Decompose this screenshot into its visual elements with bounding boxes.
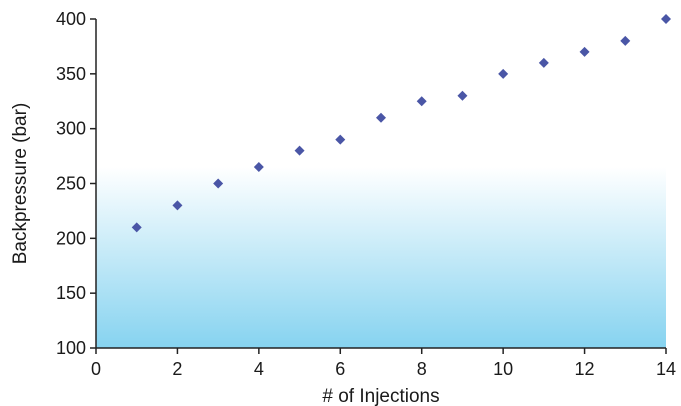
data-point — [457, 90, 468, 101]
y-axis-ticks: 100 150 200 250 300 350 400 — [56, 9, 96, 358]
y-tick-label: 350 — [56, 64, 86, 84]
plot-area — [96, 19, 666, 348]
data-point — [172, 200, 183, 211]
x-axis-ticks: 0 2 4 6 8 10 12 14 — [91, 348, 676, 379]
x-tick-label: 10 — [493, 359, 513, 379]
y-tick-label: 400 — [56, 9, 86, 29]
y-tick-label: 200 — [56, 228, 86, 248]
data-point — [498, 68, 509, 79]
data-point — [661, 14, 671, 24]
data-point — [213, 178, 224, 189]
data-point — [538, 57, 549, 68]
y-tick-label: 100 — [56, 338, 86, 358]
data-point — [620, 35, 631, 46]
x-tick-label: 12 — [575, 359, 595, 379]
y-tick-label: 300 — [56, 119, 86, 139]
x-tick-label: 4 — [254, 359, 264, 379]
data-point — [335, 134, 346, 145]
y-tick-label: 150 — [56, 283, 86, 303]
y-tick-label: 250 — [56, 174, 86, 194]
x-tick-label: 14 — [656, 359, 676, 379]
x-axis-title: # of Injections — [322, 386, 439, 406]
data-point — [416, 96, 427, 107]
x-tick-label: 8 — [417, 359, 427, 379]
x-tick-label: 0 — [91, 359, 101, 379]
x-tick-label: 2 — [172, 359, 182, 379]
data-point — [131, 222, 142, 233]
data-point — [253, 162, 264, 173]
data-point — [579, 46, 590, 57]
data-point — [294, 145, 305, 156]
x-tick-label: 6 — [335, 359, 345, 379]
data-markers — [131, 14, 671, 233]
y-axis-title: Backpressure (bar) — [10, 103, 31, 265]
data-point — [376, 112, 386, 123]
